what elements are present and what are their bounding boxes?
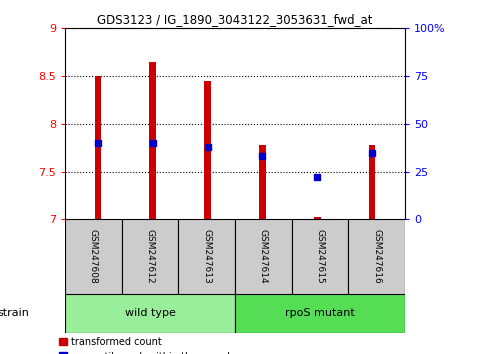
Text: rpoS mutant: rpoS mutant bbox=[285, 308, 355, 318]
Bar bbox=[65, 219, 122, 294]
Text: GSM247608: GSM247608 bbox=[89, 229, 98, 284]
Bar bbox=[369, 145, 376, 219]
Bar bbox=[235, 294, 405, 333]
Text: GSM247616: GSM247616 bbox=[372, 229, 381, 284]
Bar bbox=[65, 294, 235, 333]
Bar bbox=[150, 62, 156, 219]
Legend: transformed count, percentile rank within the sample: transformed count, percentile rank withi… bbox=[55, 333, 240, 354]
Text: GSM247613: GSM247613 bbox=[202, 229, 211, 284]
Bar bbox=[259, 145, 266, 219]
Title: GDS3123 / IG_1890_3043122_3053631_fwd_at: GDS3123 / IG_1890_3043122_3053631_fwd_at bbox=[97, 13, 373, 26]
Text: strain: strain bbox=[0, 308, 29, 318]
Text: GSM247615: GSM247615 bbox=[316, 229, 324, 284]
Text: GSM247612: GSM247612 bbox=[146, 229, 154, 284]
Bar bbox=[348, 219, 405, 294]
Bar bbox=[122, 219, 178, 294]
Bar bbox=[204, 81, 211, 219]
Text: wild type: wild type bbox=[124, 308, 176, 318]
Bar bbox=[178, 219, 235, 294]
Bar bbox=[292, 219, 348, 294]
Bar bbox=[314, 217, 320, 219]
Bar bbox=[235, 219, 292, 294]
Text: GSM247614: GSM247614 bbox=[259, 229, 268, 284]
Bar bbox=[94, 76, 101, 219]
